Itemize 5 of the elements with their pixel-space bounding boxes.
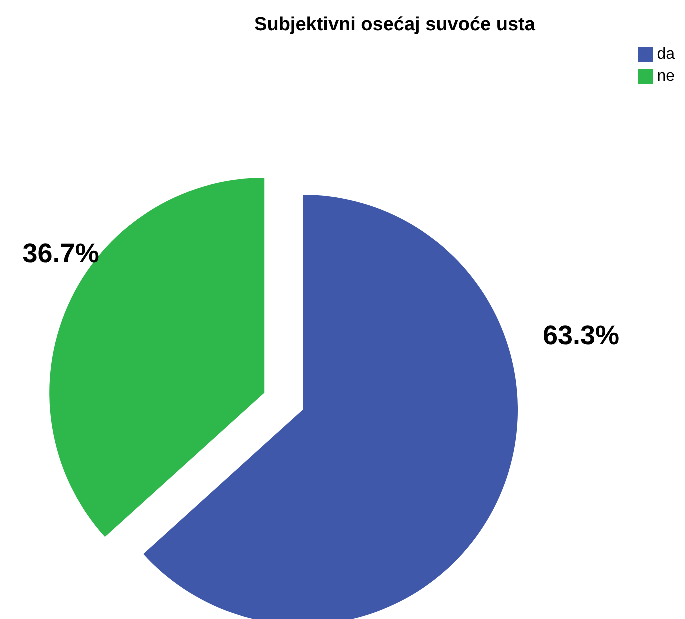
legend-label: da — [657, 46, 675, 63]
data-label: 63.3% — [543, 320, 620, 350]
chart-title: Subjektivni osećaj suvoće usta — [254, 14, 536, 36]
data-label: 36.7% — [22, 238, 100, 269]
legend-label: ne — [657, 68, 675, 85]
